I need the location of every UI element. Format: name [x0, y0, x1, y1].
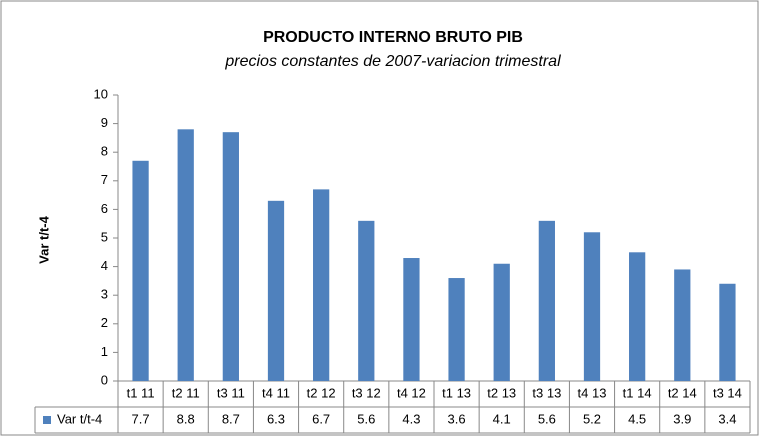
x-tick-label: t3 11 — [217, 385, 245, 400]
x-tick-label: t2 11 — [172, 385, 200, 400]
y-tick-label: 2 — [101, 315, 108, 330]
x-tick-label: t3 14 — [713, 385, 742, 400]
table-value: 4.5 — [628, 411, 646, 426]
legend-label: Var t/t-4 — [57, 411, 102, 426]
chart-subtitle: precios constantes de 2007-variacion tri… — [224, 53, 561, 70]
x-tick-label: t3 12 — [352, 385, 381, 400]
chart-title: PRODUCTO INTERNO BRUTO PIB — [263, 29, 523, 46]
y-tick-label: 5 — [101, 229, 108, 244]
x-tick-label: t4 13 — [578, 385, 607, 400]
table-value: 5.6 — [538, 411, 556, 426]
table-value: 5.6 — [357, 411, 375, 426]
table-value: 5.2 — [583, 411, 601, 426]
legend-key — [43, 416, 51, 424]
bar — [177, 129, 194, 381]
table-value: 3.4 — [718, 411, 736, 426]
table-value: 4.1 — [493, 411, 511, 426]
x-tick-label: t2 13 — [487, 385, 516, 400]
x-tick-label: t1 13 — [442, 385, 471, 400]
bar — [132, 160, 149, 381]
table-value: 8.7 — [222, 411, 240, 426]
table-value: 6.7 — [312, 411, 330, 426]
bar — [674, 269, 691, 381]
x-tick-label: t1 14 — [623, 385, 652, 400]
x-tick-label: t1 11 — [127, 385, 155, 400]
y-tick-label: 8 — [101, 144, 108, 159]
table-value: 3.6 — [448, 411, 466, 426]
bar — [493, 263, 510, 381]
y-tick-label: 10 — [94, 86, 108, 101]
y-tick-label: 1 — [101, 344, 108, 359]
x-tick-label: t4 12 — [397, 385, 426, 400]
bar — [358, 220, 375, 381]
y-tick-label: 3 — [101, 287, 108, 302]
bar — [222, 132, 239, 381]
y-tick-label: 4 — [101, 258, 108, 273]
bar — [583, 232, 601, 381]
table-value: 7.7 — [132, 411, 150, 426]
bar — [403, 258, 420, 381]
table-value: 4.3 — [402, 411, 420, 426]
x-tick-label: t3 13 — [532, 385, 561, 400]
x-tick-label: t2 12 — [307, 385, 336, 400]
x-tick-label: t2 14 — [668, 385, 697, 400]
y-tick-label: 9 — [101, 115, 108, 130]
bar — [267, 200, 285, 381]
y-tick-label: 0 — [101, 372, 108, 387]
y-axis-title: Var t/t-4 — [36, 215, 51, 263]
y-tick-label: 7 — [101, 172, 108, 187]
bar — [448, 278, 465, 381]
table-value: 3.9 — [673, 411, 691, 426]
bar — [538, 220, 555, 381]
bar — [313, 189, 330, 381]
bar — [629, 252, 646, 381]
x-tick-label: t4 11 — [262, 385, 290, 400]
bar — [719, 283, 736, 381]
table-value: 6.3 — [267, 411, 285, 426]
y-tick-label: 6 — [101, 201, 108, 216]
table-value: 8.8 — [177, 411, 195, 426]
